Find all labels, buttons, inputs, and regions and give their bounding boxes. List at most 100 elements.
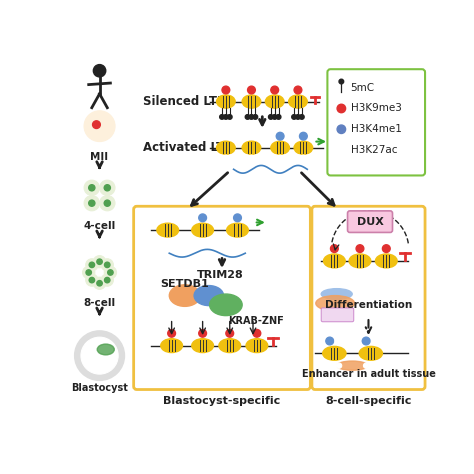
Circle shape [292, 115, 296, 119]
Circle shape [353, 270, 358, 275]
Circle shape [222, 86, 230, 94]
Text: TRIM28: TRIM28 [197, 270, 244, 280]
Circle shape [227, 355, 232, 360]
Circle shape [205, 240, 210, 245]
Circle shape [271, 86, 279, 94]
Circle shape [273, 155, 278, 160]
Circle shape [368, 363, 374, 368]
Ellipse shape [359, 346, 383, 360]
Circle shape [164, 355, 170, 360]
FancyBboxPatch shape [134, 206, 310, 390]
Circle shape [165, 240, 171, 245]
Ellipse shape [97, 344, 114, 355]
Circle shape [93, 64, 106, 77]
Circle shape [84, 111, 115, 142]
Circle shape [226, 329, 234, 337]
Ellipse shape [210, 294, 242, 316]
Ellipse shape [375, 254, 397, 268]
Circle shape [254, 355, 260, 360]
Ellipse shape [323, 346, 346, 360]
Circle shape [294, 86, 302, 94]
Circle shape [383, 270, 389, 275]
Text: KRAB-ZNF: KRAB-ZNF [228, 316, 284, 327]
Circle shape [276, 132, 284, 140]
Text: H3K9me3: H3K9me3 [351, 103, 401, 113]
Circle shape [78, 174, 121, 217]
Text: 4-cell: 4-cell [83, 221, 116, 231]
Circle shape [249, 355, 255, 360]
Circle shape [84, 195, 100, 211]
Ellipse shape [192, 223, 213, 237]
Ellipse shape [265, 95, 284, 108]
Circle shape [100, 180, 115, 195]
Text: 8-cell: 8-cell [83, 298, 116, 308]
Circle shape [200, 240, 205, 245]
Circle shape [282, 155, 288, 160]
Circle shape [379, 270, 384, 275]
Circle shape [239, 240, 245, 245]
Circle shape [327, 270, 332, 275]
FancyBboxPatch shape [321, 308, 354, 322]
Circle shape [86, 274, 98, 286]
Circle shape [97, 259, 102, 264]
Ellipse shape [289, 95, 307, 108]
Circle shape [86, 259, 98, 271]
Ellipse shape [161, 339, 182, 353]
Circle shape [326, 337, 334, 345]
Circle shape [335, 337, 343, 345]
Circle shape [219, 155, 224, 160]
Circle shape [364, 363, 369, 368]
Circle shape [305, 155, 311, 160]
Text: 5mC: 5mC [351, 82, 375, 93]
Circle shape [89, 200, 95, 206]
Circle shape [273, 115, 277, 119]
Ellipse shape [246, 339, 268, 353]
Circle shape [244, 155, 249, 160]
Circle shape [86, 270, 91, 275]
Circle shape [81, 337, 118, 374]
Ellipse shape [157, 223, 179, 237]
Circle shape [234, 214, 241, 222]
Circle shape [199, 329, 207, 337]
Circle shape [296, 115, 300, 119]
Circle shape [104, 266, 117, 279]
Text: H3K27ac: H3K27ac [351, 145, 397, 155]
Circle shape [372, 337, 379, 345]
Ellipse shape [316, 296, 355, 311]
Ellipse shape [242, 95, 261, 108]
Circle shape [247, 86, 255, 94]
Ellipse shape [271, 141, 290, 154]
Circle shape [259, 355, 264, 360]
Text: DUX: DUX [356, 217, 383, 227]
Circle shape [195, 355, 201, 360]
Circle shape [104, 200, 110, 206]
Circle shape [92, 121, 100, 128]
Circle shape [97, 281, 102, 286]
Circle shape [337, 104, 346, 113]
Circle shape [195, 240, 201, 245]
Ellipse shape [192, 339, 213, 353]
Circle shape [228, 115, 232, 119]
Circle shape [205, 355, 210, 360]
Circle shape [82, 179, 117, 212]
Ellipse shape [227, 223, 248, 237]
Circle shape [383, 245, 390, 253]
Circle shape [104, 262, 110, 267]
Circle shape [80, 106, 120, 146]
Circle shape [101, 274, 113, 286]
Circle shape [337, 270, 342, 275]
Circle shape [160, 240, 166, 245]
Circle shape [254, 155, 259, 160]
Ellipse shape [337, 361, 368, 370]
Circle shape [300, 115, 304, 119]
Circle shape [332, 363, 337, 368]
Circle shape [373, 363, 378, 368]
Circle shape [300, 132, 307, 140]
Circle shape [75, 331, 124, 380]
Circle shape [337, 146, 346, 154]
Circle shape [219, 115, 224, 119]
Circle shape [337, 125, 346, 134]
Circle shape [276, 115, 281, 119]
Circle shape [327, 363, 332, 368]
Circle shape [200, 355, 205, 360]
